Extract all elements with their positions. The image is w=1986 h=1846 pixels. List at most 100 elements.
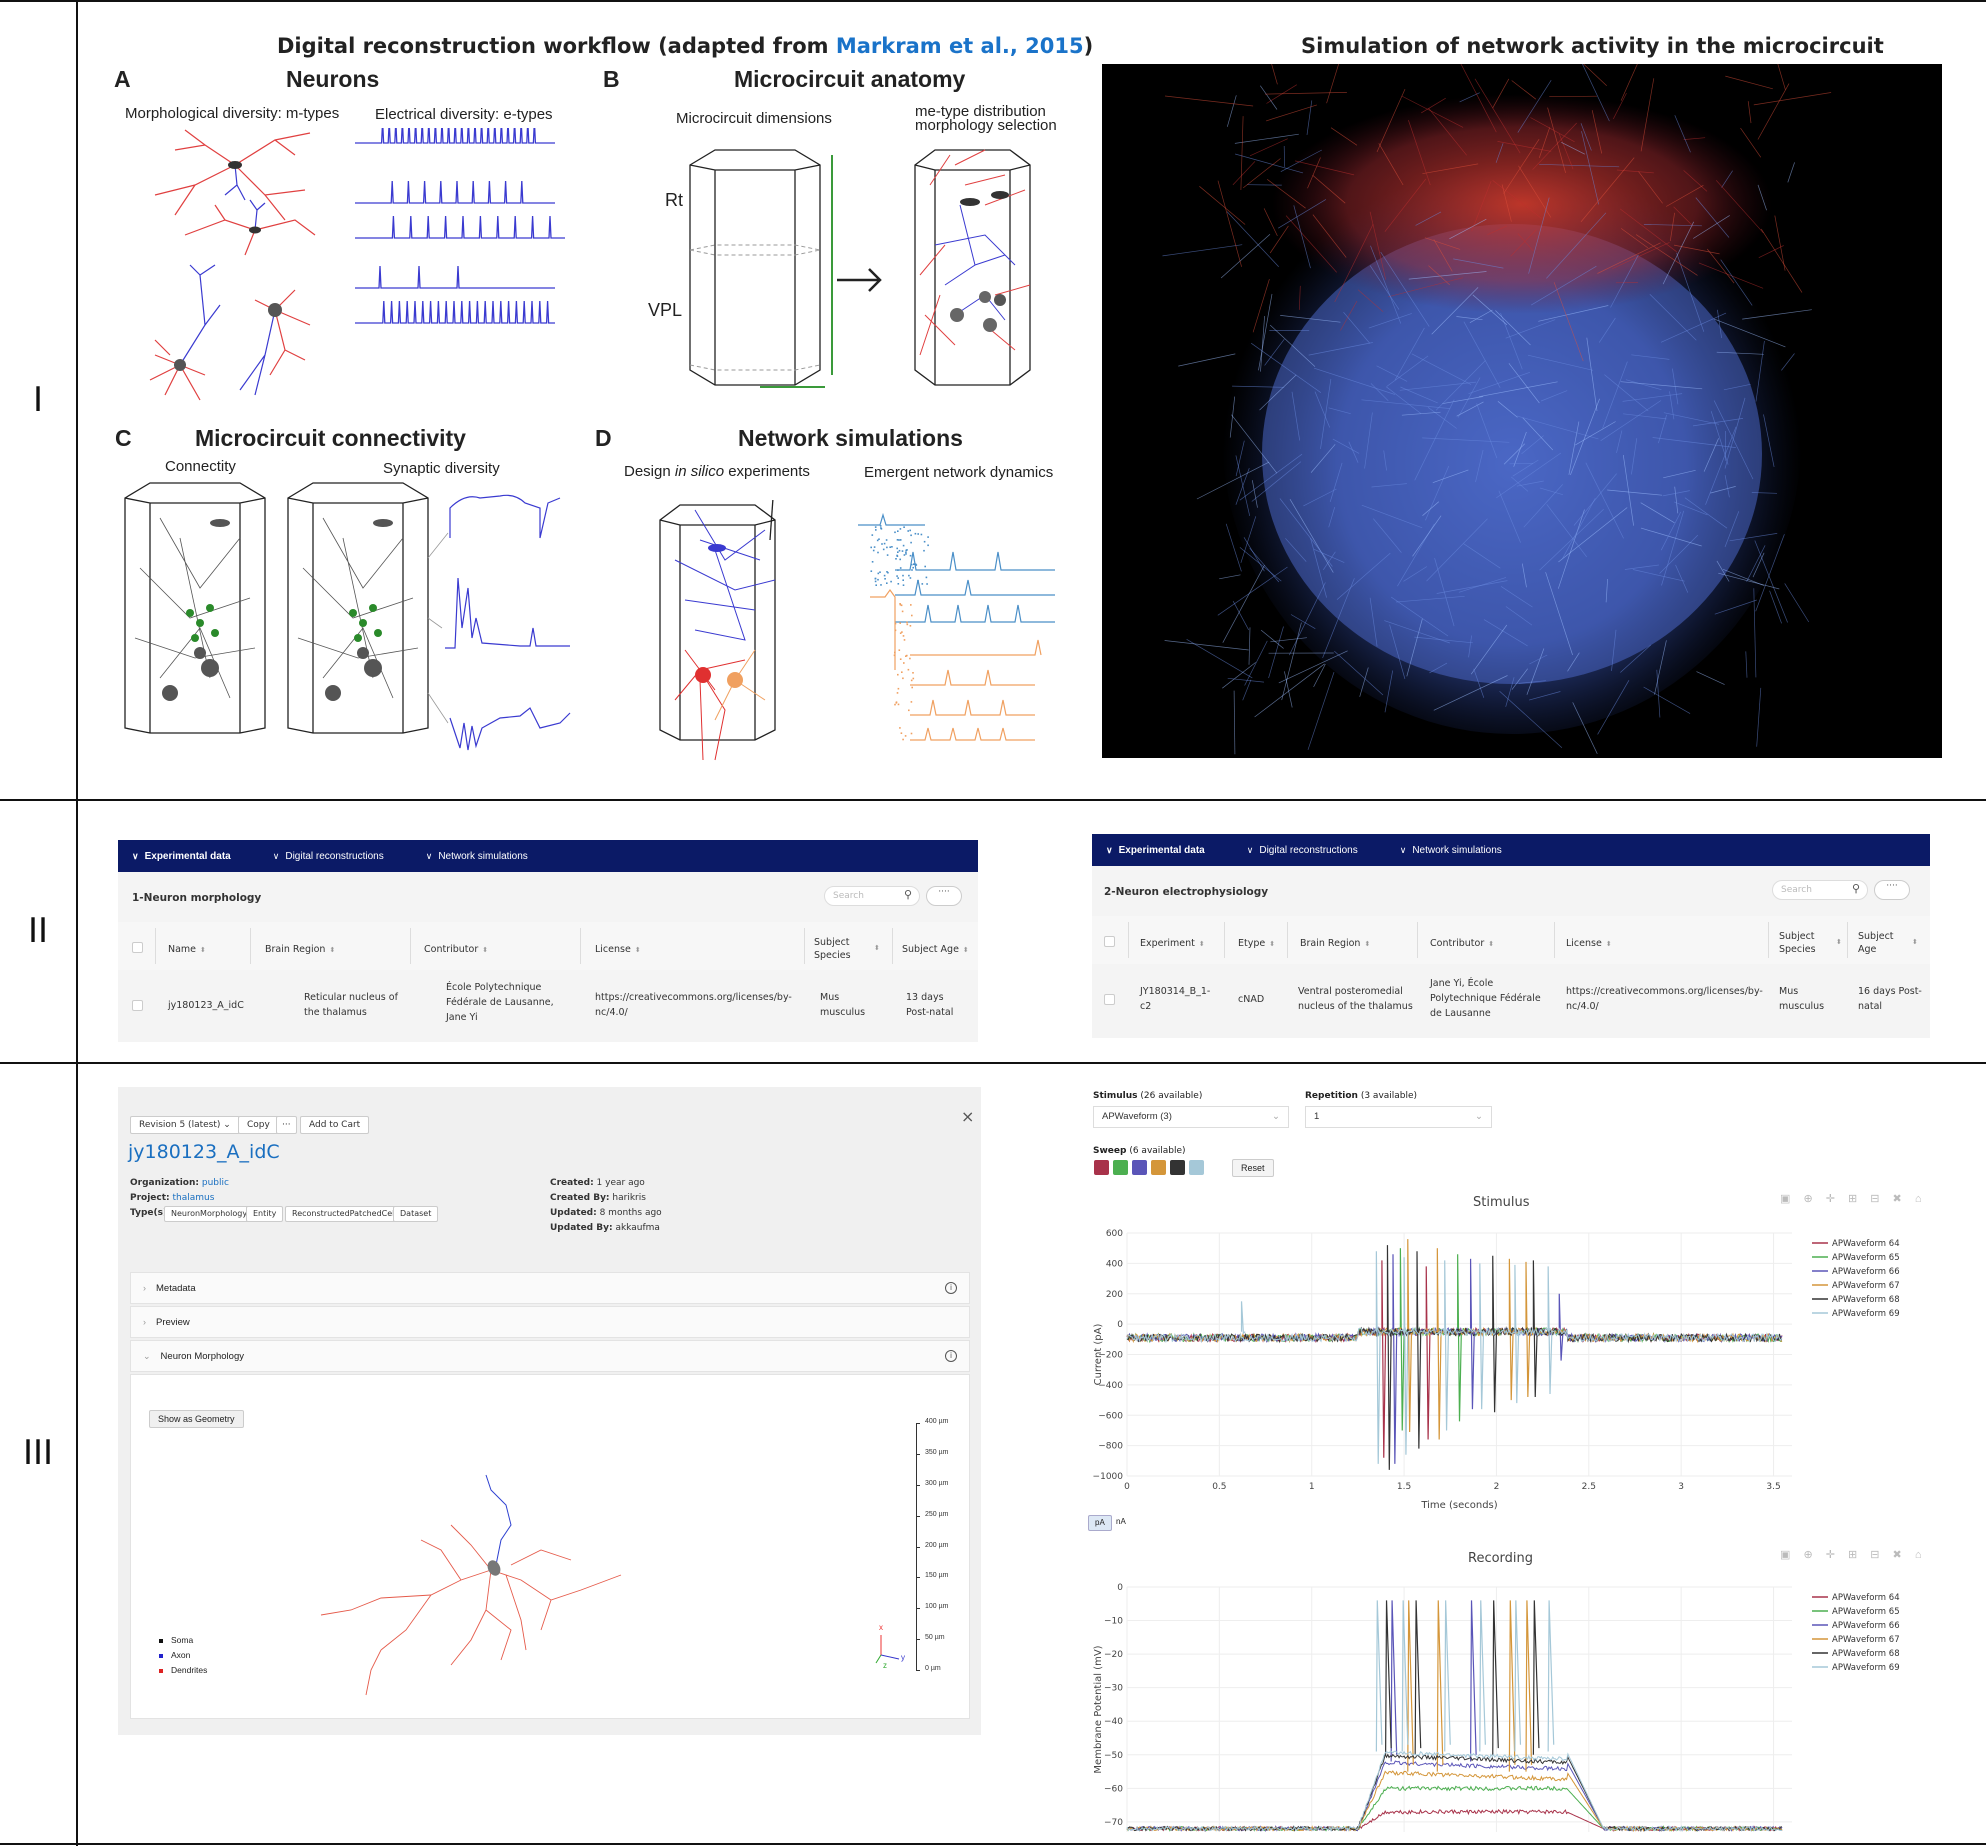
fiber — [1265, 104, 1318, 122]
series-line — [1127, 1760, 1783, 1833]
sweep-swatch[interactable] — [1189, 1160, 1204, 1175]
stimulus-chart-toolbar[interactable]: ▣ ⊕ ✛ ⊞ ⊟ ✖ ⌂ — [1780, 1193, 1927, 1205]
col-header-etype[interactable]: Etype ⬍ — [1238, 937, 1275, 951]
add-to-cart-button[interactable]: Add to Cart — [300, 1116, 370, 1134]
col-header-name[interactable]: Name ⬍ — [168, 943, 206, 957]
col-header-license[interactable]: License ⬍ — [595, 943, 641, 957]
fiber — [1756, 687, 1762, 747]
search-input[interactable]: Search — [1772, 880, 1868, 900]
raster-dot — [897, 673, 899, 676]
sweep-swatch[interactable] — [1094, 1160, 1109, 1175]
raster-dot — [883, 542, 886, 545]
sort-icon[interactable]: ⬍ — [1836, 938, 1842, 946]
tab-experimental-data[interactable]: ∨ Experimental data — [1106, 845, 1205, 856]
revision-dropdown[interactable]: Revision 5 (latest) ⌄ — [130, 1116, 240, 1134]
copy-button[interactable]: Copy — [238, 1116, 279, 1134]
cell-name[interactable]: jy180123_A_idC — [168, 1000, 244, 1011]
fiber — [1199, 186, 1246, 225]
col-header-subject-species[interactable]: Subject Species — [1779, 930, 1827, 956]
legend-label: APWaveform 64 — [1832, 1239, 1900, 1249]
accordion-metadata[interactable]: › Metadata i — [130, 1272, 970, 1304]
type-tag: Dataset — [393, 1206, 439, 1222]
cell-experiment[interactable]: JY180314_B_1-c2 — [1140, 986, 1211, 1012]
e-types-label: Electrical diversity: e-types — [375, 106, 553, 123]
fiber — [1425, 465, 1450, 521]
reset-button[interactable]: Reset — [1232, 1159, 1274, 1177]
row-label-divider — [76, 0, 78, 1846]
unit-button-na[interactable]: nA — [1116, 1517, 1126, 1526]
more-actions-button[interactable]: ··· — [276, 1116, 297, 1134]
unit-button-pa[interactable]: pA — [1088, 1515, 1112, 1531]
close-icon[interactable]: × — [961, 1107, 975, 1126]
fiber — [1683, 137, 1706, 140]
sort-icon[interactable]: ⬍ — [874, 944, 880, 952]
show-as-geometry-button[interactable]: Show as Geometry — [149, 1410, 244, 1428]
raster-dot — [897, 577, 899, 579]
organization-link[interactable]: public — [201, 1178, 229, 1188]
repetition-select[interactable]: 1 ⌄ — [1305, 1106, 1492, 1128]
table-row[interactable]: JY180314_B_1-c2 cNAD Ventral posteromedi… — [1092, 970, 1930, 1038]
table-row[interactable]: jy180123_A_idC Reticular nucleus of the … — [118, 976, 978, 1042]
accordion-preview[interactable]: › Preview — [130, 1306, 970, 1338]
row-label-III: III — [22, 1433, 54, 1473]
search-input[interactable]: Search — [824, 886, 920, 906]
raster-dot — [913, 563, 915, 565]
col-header-brain-region[interactable]: Brain Region ⬍ — [265, 943, 335, 957]
fiber — [1386, 355, 1429, 387]
tab-digital-reconstructions[interactable]: ∨ Digital reconstructions — [273, 851, 384, 862]
fiber — [1368, 313, 1412, 329]
sweep-swatch[interactable] — [1151, 1160, 1166, 1175]
col-header-subject-species[interactable]: Subject Species — [814, 936, 884, 962]
cell-license: https://creativecommons.org/licenses/by-… — [595, 992, 792, 1018]
fiber — [1716, 560, 1730, 582]
info-icon[interactable]: i — [945, 1282, 957, 1294]
raster-dot — [889, 546, 891, 548]
row-checkbox[interactable] — [1104, 994, 1115, 1005]
raster-dot — [902, 677, 904, 680]
stimulus-select[interactable]: APWaveform (3) ⌄ — [1093, 1106, 1289, 1128]
fiber — [1757, 184, 1767, 211]
project-link[interactable]: thalamus — [172, 1193, 215, 1203]
etype-trace — [355, 128, 555, 144]
fiber — [1284, 671, 1293, 708]
raster-dot — [874, 580, 877, 583]
select-all-checkbox[interactable] — [1104, 936, 1115, 947]
sweep-swatch[interactable] — [1170, 1160, 1185, 1175]
fiber — [1359, 667, 1369, 697]
morphology-viewer[interactable]: Show as Geometry Soma Axon Dendrites 400… — [130, 1374, 970, 1719]
row-checkbox[interactable] — [132, 1000, 143, 1011]
raster-dot — [906, 549, 908, 551]
tab-experimental-data[interactable]: ∨ Experimental data — [132, 851, 231, 862]
tab-network-simulations[interactable]: ∨ Network simulations — [426, 851, 528, 862]
col-header-experiment[interactable]: Experiment ⬍ — [1140, 937, 1205, 951]
tab-digital-reconstructions[interactable]: ∨ Digital reconstructions — [1247, 845, 1358, 856]
updated-label: Updated: — [550, 1208, 597, 1218]
tab-network-simulations[interactable]: ∨ Network simulations — [1400, 845, 1502, 856]
more-options-button[interactable]: ···· — [926, 886, 962, 906]
sweep-swatch[interactable] — [1113, 1160, 1128, 1175]
search-icon[interactable]: ⚲ — [1852, 882, 1861, 895]
y-tick-label: −800 — [1098, 1442, 1123, 1452]
info-icon[interactable]: i — [945, 1350, 957, 1362]
fiber — [1567, 652, 1580, 672]
header-label: Contributor — [424, 944, 479, 955]
search-icon[interactable]: ⚲ — [904, 888, 913, 901]
select-all-checkbox[interactable] — [132, 942, 143, 953]
accordion-neuron-morphology[interactable]: ⌄ Neuron Morphology i — [130, 1340, 970, 1372]
col-header-contributor[interactable]: Contributor ⬍ — [1430, 937, 1494, 951]
sweep-swatch[interactable] — [1132, 1160, 1147, 1175]
fiber — [1512, 459, 1539, 477]
col-header-contributor[interactable]: Contributor ⬍ — [424, 943, 488, 957]
more-options-button[interactable]: ···· — [1874, 880, 1910, 900]
fiber — [1408, 271, 1487, 280]
col-header-subject-age[interactable]: Subject Age ⬍ — [902, 943, 969, 957]
col-header-subject-age[interactable]: Subject Age — [1858, 930, 1906, 956]
fiber — [1640, 78, 1655, 152]
col-header-brain-region[interactable]: Brain Region ⬍ — [1300, 937, 1370, 951]
scale-tick — [916, 1546, 920, 1548]
recording-chart-toolbar[interactable]: ▣ ⊕ ✛ ⊞ ⊟ ✖ ⌂ — [1780, 1549, 1927, 1561]
markram-link[interactable]: Markram et al., 2015 — [835, 34, 1084, 58]
col-header-license[interactable]: License ⬍ — [1566, 937, 1612, 951]
sort-icon[interactable]: ⬍ — [1912, 938, 1918, 946]
raster-dot — [899, 603, 901, 605]
